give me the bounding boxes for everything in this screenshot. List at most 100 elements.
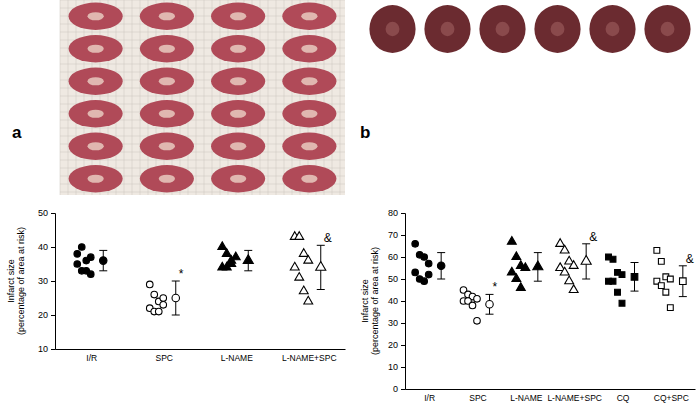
heart-lumen (661, 22, 675, 36)
y-tick-mark (401, 279, 405, 280)
group (606, 254, 639, 306)
group (507, 236, 542, 290)
heart-slice (282, 133, 336, 160)
photo-grid (60, 160, 345, 161)
y-tick-mark (51, 281, 55, 282)
y-tick-label: 80 (388, 208, 398, 218)
photo-grid (204, 0, 205, 195)
heart-lumen (88, 12, 104, 20)
data-point (569, 261, 578, 269)
heart-lumen (301, 45, 317, 53)
data-point (658, 283, 664, 289)
y-tick: 20 (388, 340, 405, 350)
error-bar-cap (244, 270, 252, 271)
data-point (516, 283, 525, 291)
heart-slice (140, 165, 194, 192)
y-tick: 40 (38, 242, 55, 252)
data-point (304, 255, 313, 263)
y-tick-mark (401, 213, 405, 214)
data-point (619, 300, 625, 306)
y-tick: 50 (388, 274, 405, 284)
y-tick-mark (401, 323, 405, 324)
data-point (290, 262, 299, 270)
data-point (421, 254, 428, 261)
heart-lumen (88, 142, 104, 150)
error-bar-cap (679, 296, 687, 297)
x-tick-label: I/R (424, 393, 435, 403)
error-bar-cap (631, 291, 639, 292)
x-tick-label: L-NAME (221, 353, 253, 363)
heart-slice (211, 3, 265, 30)
error-bar-cap (631, 262, 639, 263)
y-axis-title: (percentage of area at risk) (16, 227, 26, 335)
heart-slice (69, 35, 123, 62)
photo-grid (60, 96, 345, 97)
heart-lumen (441, 22, 455, 36)
data-point (560, 245, 569, 253)
group (74, 244, 107, 278)
heart-lumen (496, 22, 510, 36)
data-point (658, 258, 664, 264)
heart-slice (140, 3, 194, 30)
y-tick: 60 (388, 252, 405, 262)
heart-lumen (159, 175, 175, 183)
y-tick-mark (51, 315, 55, 316)
x-tick: L-NAME+SPC (547, 389, 602, 403)
heart-lumen (88, 175, 104, 183)
y-tick-label: 0 (393, 384, 398, 394)
y-tick: 30 (388, 318, 405, 328)
data-point (421, 278, 428, 285)
group (218, 242, 253, 271)
photo-grid (292, 0, 293, 195)
heart-lumen (88, 110, 104, 118)
x-tick: SPC (156, 349, 173, 363)
data-point (610, 278, 616, 284)
photo-grid (268, 0, 269, 195)
heart-slice (589, 5, 635, 53)
y-tick-mark (401, 301, 405, 302)
group (412, 241, 445, 285)
photo-grid (76, 0, 77, 195)
photo-grid (84, 0, 85, 195)
y-tick-label: 30 (38, 276, 48, 286)
error-bar-cap (244, 250, 252, 251)
data-point (155, 308, 162, 315)
y-tick-mark (401, 389, 405, 390)
x-axis: I/R SPC L-NAME L-NAME+SPC (56, 349, 346, 363)
photo-grid (188, 0, 189, 195)
y-tick: 50 (38, 208, 55, 218)
data-point (425, 271, 432, 278)
heart-slice (69, 3, 123, 30)
group (146, 281, 179, 315)
error-bar-cap (437, 252, 445, 253)
y-tick-label: 20 (38, 310, 48, 320)
y-tick-label: 50 (388, 274, 398, 284)
y-axis-line (401, 214, 406, 390)
photo-grid (220, 0, 221, 195)
significance-mark: & (589, 230, 597, 244)
group (654, 247, 687, 310)
y-tick-label: 60 (388, 252, 398, 262)
x-tick-label: I/R (86, 353, 97, 363)
data-point (412, 269, 419, 276)
x-tick-label: L-NAME+SPC (282, 353, 337, 363)
heart-slice (211, 100, 265, 127)
y-axis-line (51, 214, 56, 350)
y-axis-title: Infarct size (360, 279, 370, 323)
plot-area (412, 236, 687, 324)
heart-lumen (301, 175, 317, 183)
mean-marker (631, 273, 638, 280)
heart-slice (211, 133, 265, 160)
error-bar-cap (534, 281, 542, 282)
heart-lumen (230, 45, 246, 53)
data-point (78, 244, 85, 251)
heart-lumen (230, 175, 246, 183)
photo-grid (156, 0, 157, 195)
heart-lumen (88, 77, 104, 85)
significance-mark: * (493, 280, 498, 294)
y-axis: 01020304050607080 (388, 208, 406, 394)
y-tick: 0 (393, 384, 405, 394)
y-tick: 80 (388, 208, 405, 218)
y-tick-label: 40 (388, 296, 398, 306)
heart-slice (211, 35, 265, 62)
